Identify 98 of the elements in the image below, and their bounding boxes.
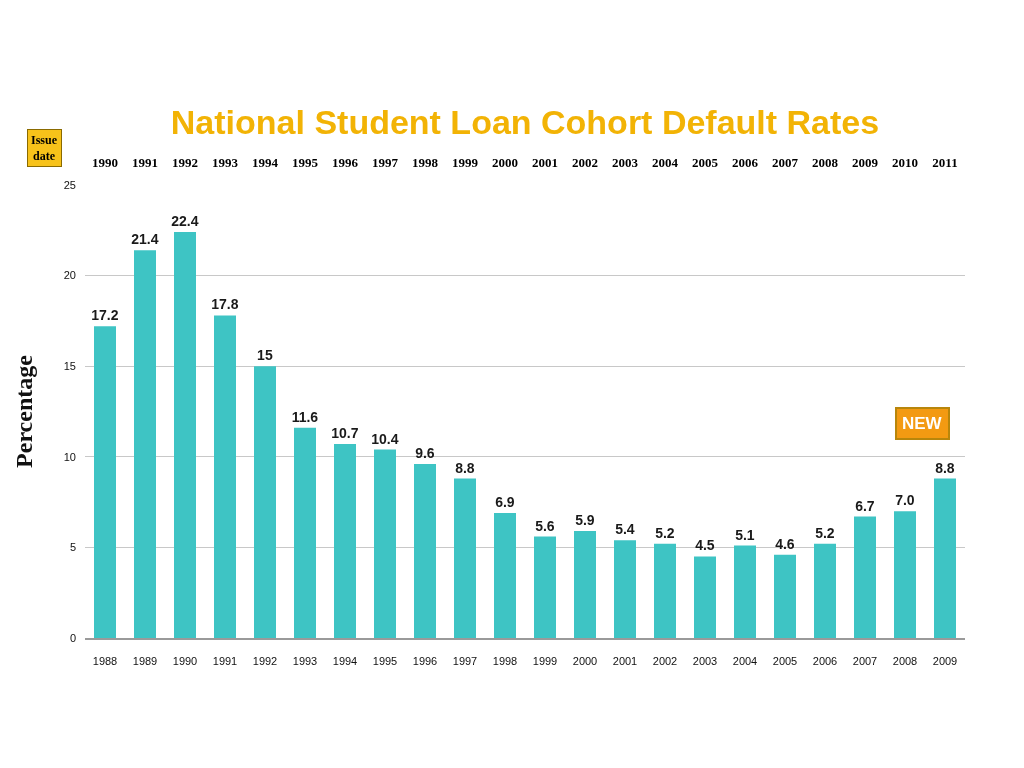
x2-tick-label: 1990	[92, 155, 118, 171]
data-label: 22.4	[171, 213, 199, 230]
x-tick-label: 1997	[452, 655, 478, 668]
x-tick-label: 2008	[892, 655, 918, 668]
data-label: 10.7	[331, 425, 359, 442]
x-tick-label: 1993	[292, 655, 318, 668]
annotation: NEW	[902, 414, 943, 433]
x2-tick-label: 1995	[292, 155, 319, 171]
bar	[814, 543, 836, 638]
x-tick-label: 2005	[772, 655, 798, 668]
data-label: 11.6	[291, 408, 319, 425]
x-tick-label: 1992	[252, 655, 278, 668]
x-tick-label: 2002	[652, 655, 678, 668]
y-tick-label: 20	[63, 269, 76, 282]
y-tick-label: 25	[63, 178, 76, 191]
bar	[494, 512, 516, 638]
bar	[454, 478, 476, 638]
data-label: 6.7	[855, 497, 875, 514]
x2-tick-label: 2002	[572, 155, 598, 171]
x-tick-label: 2004	[732, 655, 758, 668]
x2-tick-label: 1991	[132, 155, 158, 171]
x-tick-label: 1999	[532, 655, 558, 668]
data-label: 15	[257, 347, 273, 364]
x-tick-label: 2007	[852, 655, 878, 668]
data-label: 5.9	[575, 512, 595, 529]
x-tick-label: 1990	[172, 655, 198, 668]
x2-tick-label: 2004	[652, 155, 679, 171]
bar	[614, 540, 636, 638]
x2-tick-label: 2001	[532, 155, 558, 171]
y-tick-label: 0	[69, 631, 76, 644]
x2-tick-label: 2003	[612, 155, 639, 171]
bar	[134, 250, 156, 638]
data-label: 9.6	[415, 445, 435, 462]
bar	[694, 556, 716, 638]
data-label: 17.8	[211, 296, 239, 313]
data-label: 17.2	[91, 307, 119, 324]
bar	[734, 545, 756, 638]
x2-tick-label: 1996	[332, 155, 359, 171]
x-tick-label: 1995	[372, 655, 398, 668]
x2-tick-label: 2007	[772, 155, 799, 171]
bar	[654, 543, 676, 638]
x2-tick-label: 1997	[372, 155, 399, 171]
data-label: 6.9	[495, 493, 515, 510]
bar	[174, 232, 196, 638]
data-label: 4.5	[695, 537, 715, 554]
y-tick-label: 5	[69, 541, 76, 554]
data-label: 8.8	[455, 459, 475, 476]
bar	[534, 536, 556, 638]
y-axis-title: Percentage	[10, 354, 37, 468]
x2-tick-label: 2011	[932, 155, 958, 171]
data-label: 7.0	[895, 492, 915, 509]
bar	[574, 531, 596, 638]
data-label: 10.4	[371, 430, 399, 447]
x-tick-label: 1998	[492, 655, 518, 668]
data-label: 8.8	[935, 459, 955, 476]
x2-tick-label: 1998	[412, 155, 439, 171]
data-label: 5.4	[615, 521, 635, 538]
x2-tick-label: 2000	[492, 155, 518, 171]
y-tick-label: 10	[63, 450, 76, 463]
bar	[934, 478, 956, 638]
x-tick-label: 2006	[812, 655, 838, 668]
data-label: 5.2	[815, 524, 835, 541]
bar	[374, 449, 396, 638]
x-tick-label: 2009	[932, 655, 958, 668]
x2-tick-label: 1999	[452, 155, 479, 171]
x-tick-label: 1996	[412, 655, 438, 668]
x2-tick-label: 2009	[852, 155, 879, 171]
x2-tick-label: 1994	[252, 155, 279, 171]
bar	[94, 326, 116, 638]
x2-tick-label: 2006	[732, 155, 759, 171]
bar	[294, 427, 316, 638]
bar	[334, 444, 356, 638]
data-label: 5.2	[655, 524, 675, 541]
x-tick-label: 2001	[612, 655, 638, 668]
x2-tick-label: 1993	[212, 155, 239, 171]
x-tick-label: 1989	[132, 655, 158, 668]
x2-tick-label: 1992	[172, 155, 198, 171]
chart-title: National Student Loan Cohort Default Rates	[170, 102, 880, 141]
data-label: 4.6	[775, 535, 795, 552]
bar	[774, 554, 796, 638]
x-tick-label: 1988	[92, 655, 118, 668]
x-tick-label: 1991	[212, 655, 238, 668]
x-tick-label: 2003	[692, 655, 718, 668]
data-label: 5.6	[535, 517, 555, 534]
bar	[414, 464, 436, 638]
x-tick-label: 2000	[572, 655, 598, 668]
bar	[894, 511, 916, 638]
y-tick-label: 15	[63, 360, 76, 373]
x2-tick-label: 2008	[812, 155, 839, 171]
x-tick-label: 1994	[332, 655, 358, 668]
x2-tick-label: 2005	[692, 155, 719, 171]
data-label: 5.1	[735, 526, 755, 543]
data-label: 21.4	[131, 231, 159, 248]
bar	[254, 366, 276, 638]
bar	[214, 315, 236, 638]
bar	[854, 516, 876, 638]
x2-axis-title: Issue date	[31, 133, 58, 163]
x2-tick-label: 2010	[892, 155, 918, 171]
